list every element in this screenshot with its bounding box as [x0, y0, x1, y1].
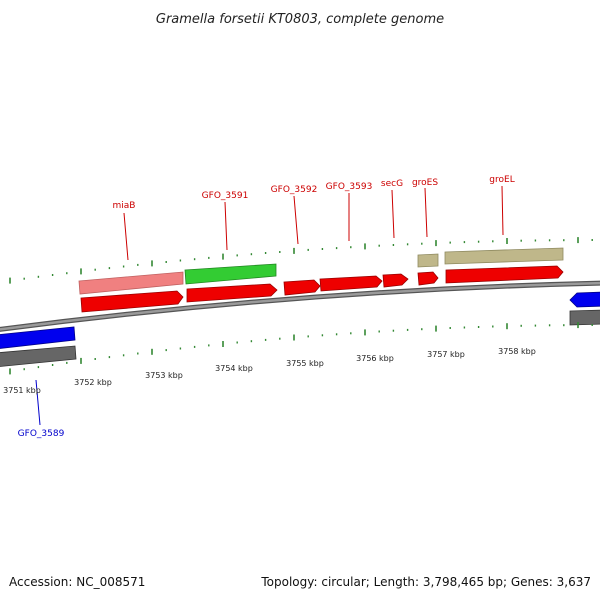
mia-b-leader	[123, 212, 129, 261]
scale-label-3754: 3754 kbp	[215, 364, 253, 373]
gfo-3589-annotation-bar[interactable]	[0, 345, 77, 367]
gene-label-sec-g[interactable]: secG	[381, 179, 403, 189]
genome-summary-text: Topology: circular; Length: 3,798,465 bp…	[260, 575, 591, 589]
scale-label-3758: 3758 kbp	[498, 347, 536, 356]
gfo-3589-leader	[35, 379, 41, 426]
outer-tick-track	[9, 237, 593, 284]
gro-el-leader	[501, 185, 504, 236]
gfo-3591-special-bar[interactable]	[184, 263, 277, 285]
forward-feature-row-upper	[78, 247, 564, 295]
scale-labels: 3751 kbp 3752 kbp 3753 kbp 3754 kbp 3755…	[3, 347, 536, 395]
gene-label-leaders	[35, 185, 504, 426]
scale-label-3752: 3752 kbp	[74, 378, 112, 387]
gfo-3592-cds-arrow[interactable]	[283, 279, 321, 296]
gene-label-mia-b[interactable]: miaB	[113, 201, 136, 211]
gro-el-cds-arrow[interactable]	[445, 265, 564, 284]
map-title: Gramella forsetii KT0803, complete genom…	[156, 12, 444, 27]
gene-label-gfo-3591[interactable]: GFO_3591	[202, 191, 249, 201]
gene-label-gro-es[interactable]: groES	[412, 178, 438, 188]
scale-label-3756: 3756 kbp	[356, 354, 394, 363]
sec-g-leader	[391, 189, 395, 239]
gfo-3591-cds-arrow[interactable]	[186, 283, 278, 303]
gro-es-leader	[424, 187, 428, 238]
gfo-3593-cds-arrow[interactable]	[319, 275, 383, 292]
sec-g-cds-arrow[interactable]	[382, 273, 409, 288]
gene-label-gfo-3589[interactable]: GFO_3589	[18, 429, 65, 439]
gro-es-chaperone-bar[interactable]	[417, 253, 439, 268]
scale-label-3755: 3755 kbp	[286, 359, 324, 368]
scale-label-3751: 3751 kbp	[3, 386, 41, 395]
genome-backbone-highlight	[0, 281, 600, 331]
gro-el-chaperone-bar[interactable]	[444, 247, 564, 265]
gene-label-gro-el[interactable]: groEL	[489, 175, 514, 185]
forward-cds-row	[80, 265, 564, 313]
gro-es-cds-arrow[interactable]	[417, 271, 439, 286]
accession-text: Accession: NC_008571	[9, 575, 145, 589]
gfo-3591-leader	[224, 201, 228, 251]
scale-label-3753: 3753 kbp	[145, 371, 183, 380]
gfo-3592-leader	[293, 195, 299, 245]
mia-b-cds-arrow[interactable]	[80, 290, 184, 313]
inner-tick-track	[9, 322, 593, 375]
right-reverse-cds-arrow[interactable]	[569, 291, 600, 308]
gfo-3589-cds-bar[interactable]	[0, 326, 76, 349]
mia-b-rna-bar[interactable]	[78, 271, 184, 295]
gene-labels: miaB GFO_3591 GFO_3592 GFO_3593 secG gro…	[18, 175, 515, 439]
gene-label-gfo-3592[interactable]: GFO_3592	[271, 185, 318, 195]
reverse-cds-row	[0, 291, 600, 367]
gene-label-gfo-3593[interactable]: GFO_3593	[326, 182, 373, 192]
scale-label-3757: 3757 kbp	[427, 350, 465, 359]
right-reverse-annotation-bar[interactable]	[569, 309, 600, 326]
